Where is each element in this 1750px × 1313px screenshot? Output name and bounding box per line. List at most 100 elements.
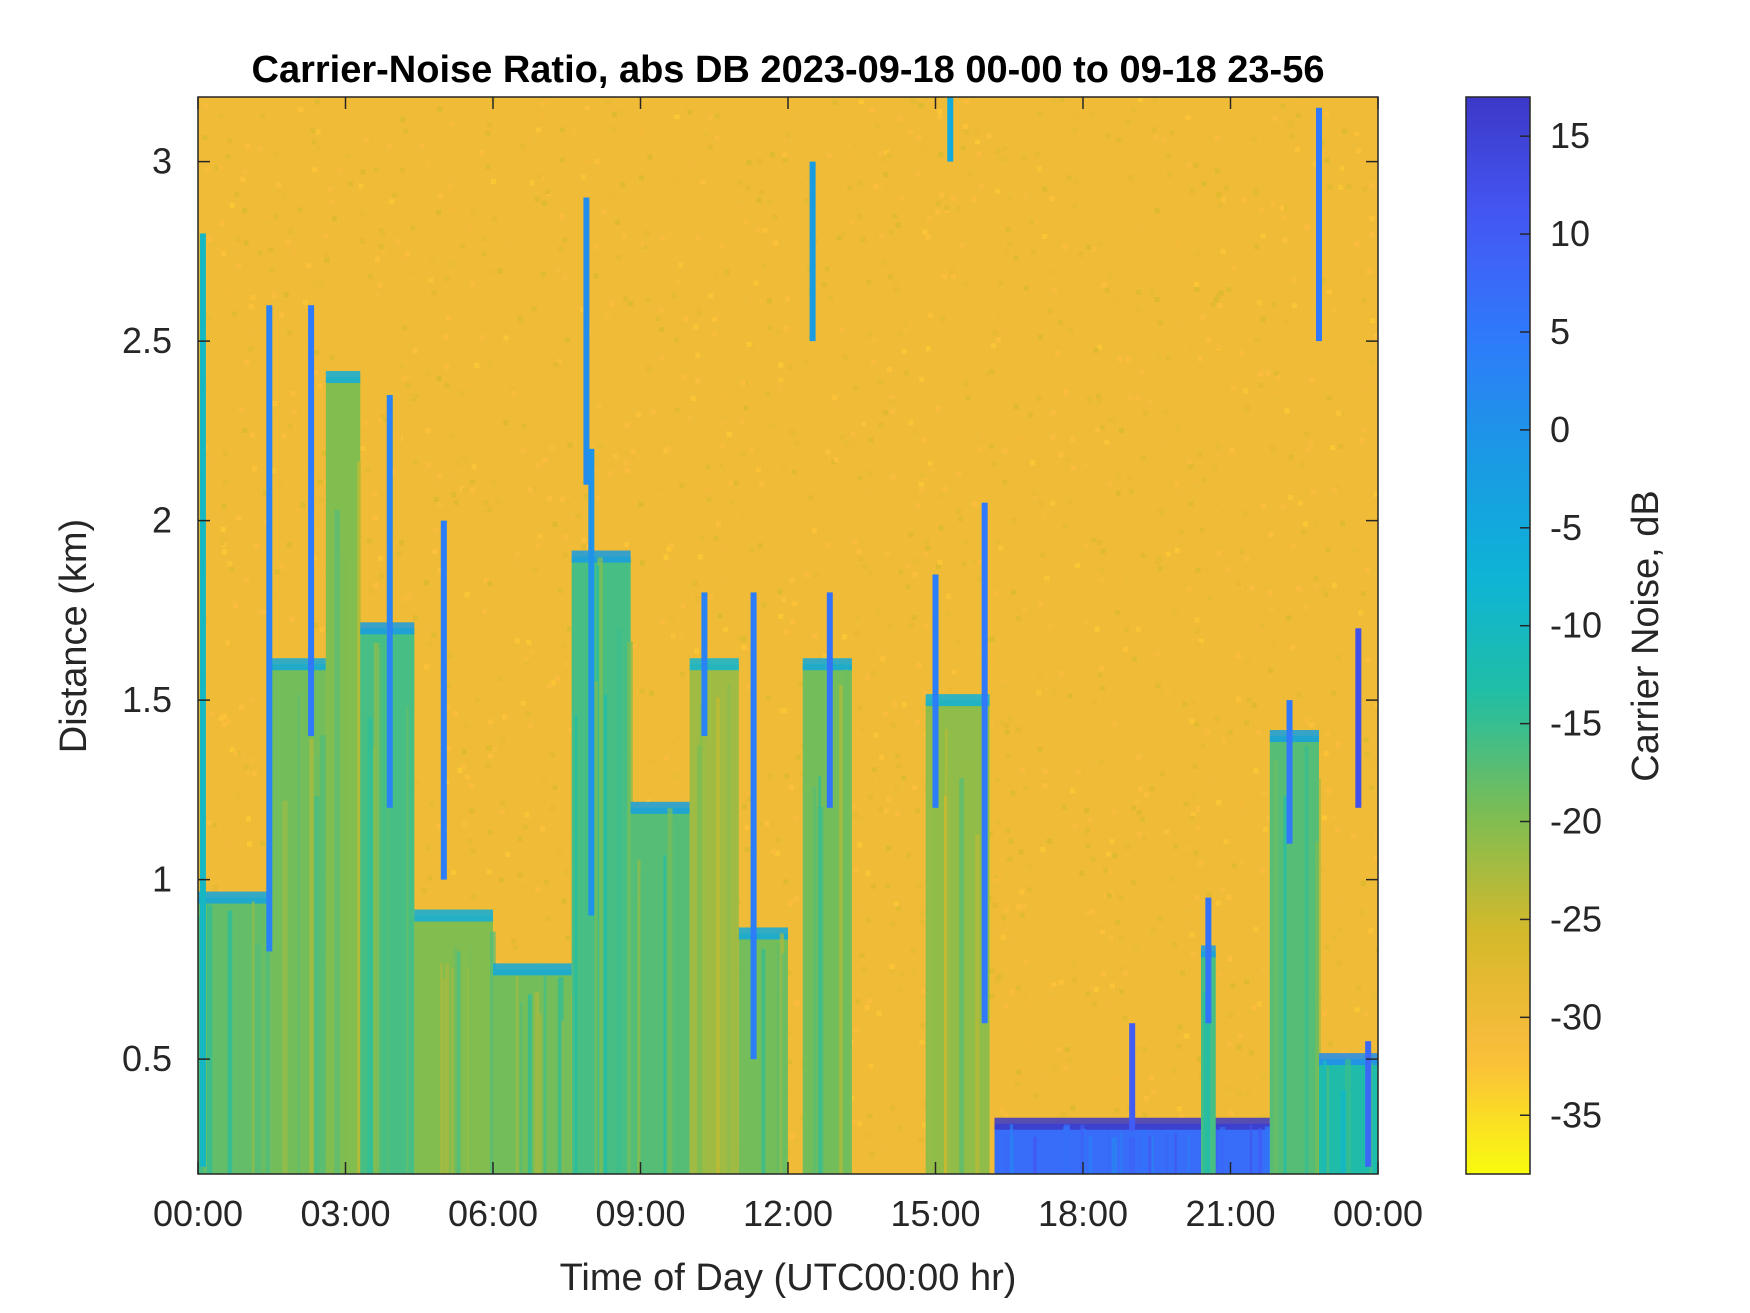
noise-speckle	[399, 540, 405, 546]
noise-speckle	[544, 97, 550, 103]
noise-speckle	[1290, 543, 1296, 549]
noise-speckle	[843, 354, 849, 360]
noise-speckle	[1006, 195, 1012, 201]
noise-speckle	[1118, 576, 1124, 582]
noise-speckle	[1096, 398, 1102, 404]
noise-speckle	[1235, 653, 1241, 659]
noise-speckle	[1239, 800, 1245, 806]
noise-speckle	[1106, 893, 1112, 899]
noise-speckle	[360, 445, 366, 451]
noise-speckle	[659, 619, 665, 625]
noise-speckle	[807, 405, 813, 411]
noise-speckle	[581, 544, 587, 550]
noise-speckle	[1000, 915, 1006, 921]
noise-speckle	[594, 158, 600, 164]
noise-speckle	[744, 847, 750, 853]
noise-speckle	[914, 808, 920, 814]
noise-speckle	[650, 409, 656, 415]
noise-speckle	[867, 570, 873, 576]
noise-speckle	[1239, 549, 1245, 555]
noise-speckle	[1173, 844, 1179, 850]
noise-speckle	[408, 393, 414, 399]
noise-speckle	[786, 970, 792, 976]
noise-speckle	[749, 448, 755, 454]
noise-speckle	[1244, 1090, 1250, 1096]
noise-speckle	[563, 776, 569, 782]
noise-speckle	[1188, 463, 1194, 469]
noise-speckle	[1236, 581, 1242, 587]
noise-speckle	[222, 713, 228, 719]
noise-speckle	[976, 151, 982, 157]
noise-speckle	[1308, 440, 1314, 446]
noise-speckle	[935, 200, 941, 206]
noise-speckle	[636, 412, 642, 418]
noise-speckle	[1072, 128, 1078, 134]
noise-speckle	[563, 533, 569, 539]
noise-speckle	[1068, 499, 1074, 505]
signal-stripe	[357, 462, 361, 1174]
noise-speckle	[676, 360, 682, 366]
noise-speckle	[1047, 308, 1053, 314]
noise-speckle	[607, 470, 613, 476]
noise-speckle	[450, 869, 456, 875]
noise-speckle	[253, 708, 259, 714]
noise-speckle	[1050, 500, 1056, 506]
noise-speckle	[1183, 845, 1189, 851]
noise-speckle	[680, 373, 686, 379]
noise-speckle	[1022, 1079, 1028, 1085]
noise-speckle	[470, 479, 476, 485]
noise-speckle	[288, 229, 294, 235]
noise-speckle	[1217, 302, 1223, 308]
noise-speckle	[769, 558, 775, 564]
noise-speckle	[1304, 717, 1310, 723]
noise-speckle	[1099, 424, 1105, 430]
noise-speckle	[1128, 179, 1134, 185]
noise-speckle	[1248, 1007, 1254, 1013]
noise-speckle	[1288, 454, 1294, 460]
noise-speckle	[888, 229, 894, 235]
noise-speckle	[374, 291, 380, 297]
noise-speckle	[279, 312, 285, 318]
noise-speckle	[1039, 552, 1045, 558]
noise-speckle	[372, 515, 378, 521]
noise-speckle	[1179, 538, 1185, 544]
noise-speckle	[562, 275, 568, 281]
noise-speckle	[818, 650, 824, 656]
noise-speckle	[1263, 826, 1269, 832]
noise-speckle	[1221, 738, 1227, 744]
noise-speckle	[1296, 692, 1302, 698]
noise-speckle	[212, 884, 218, 890]
noise-speckle	[1099, 567, 1105, 573]
noise-speckle	[804, 198, 810, 204]
noise-speckle	[304, 532, 310, 538]
noise-speckle	[696, 116, 702, 122]
noise-speckle	[378, 244, 384, 250]
noise-speckle	[773, 240, 779, 246]
noise-speckle	[1022, 958, 1028, 964]
noise-speckle	[1206, 891, 1212, 897]
noise-speckle	[1270, 201, 1276, 207]
signal-stripe	[1304, 746, 1309, 1174]
x-tick-label: 06:00	[448, 1193, 538, 1234]
noise-speckle	[517, 836, 523, 842]
noise-speckle	[221, 250, 227, 256]
noise-speckle	[221, 503, 227, 509]
noise-speckle	[824, 266, 830, 272]
noise-speckle	[1048, 624, 1054, 630]
noise-speckle	[1303, 521, 1309, 527]
noise-speckle	[423, 664, 429, 670]
noise-speckle	[1279, 145, 1285, 151]
noise-speckle	[920, 988, 926, 994]
colorbar-tick-label: 0	[1550, 409, 1570, 450]
noise-speckle	[692, 581, 698, 587]
noise-speckle	[535, 542, 541, 548]
noise-speckle	[457, 767, 463, 773]
noise-speckle	[480, 334, 486, 340]
noise-speckle	[758, 299, 764, 305]
x-tick-label: 18:00	[1038, 1193, 1128, 1234]
noise-speckle	[616, 254, 622, 260]
noise-speckle	[1216, 332, 1222, 338]
noise-speckle	[687, 415, 693, 421]
noise-speckle	[1286, 615, 1292, 621]
noise-speckle	[624, 541, 630, 547]
